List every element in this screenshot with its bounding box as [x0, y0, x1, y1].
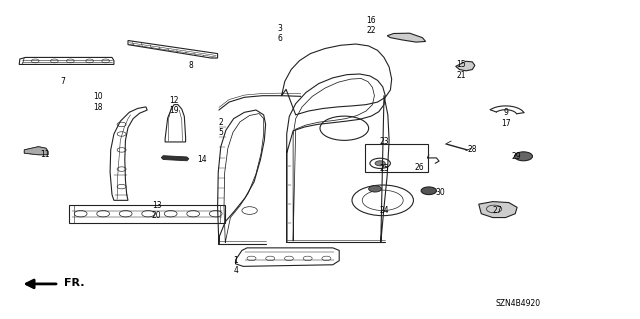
Text: 8: 8 [188, 61, 193, 70]
Text: 28: 28 [467, 145, 477, 154]
Text: 11: 11 [40, 150, 49, 159]
Circle shape [515, 152, 532, 161]
Text: 7: 7 [60, 77, 65, 86]
Text: 25: 25 [379, 164, 389, 173]
Polygon shape [456, 61, 475, 71]
Circle shape [421, 187, 436, 195]
Text: 14: 14 [197, 155, 207, 164]
Text: 13
20: 13 20 [152, 201, 162, 220]
Text: 29: 29 [512, 152, 522, 161]
Polygon shape [24, 147, 48, 155]
Text: 15
21: 15 21 [456, 61, 466, 80]
Circle shape [369, 186, 381, 192]
Text: 16
22: 16 22 [366, 16, 376, 35]
Text: 30: 30 [435, 189, 445, 197]
Text: 9
17: 9 17 [500, 108, 511, 128]
Text: 23: 23 [379, 137, 389, 146]
Text: SZN4B4920: SZN4B4920 [496, 299, 541, 308]
Polygon shape [387, 33, 426, 42]
Text: 1
4: 1 4 [234, 256, 239, 275]
Text: 2
5: 2 5 [218, 118, 223, 137]
Circle shape [375, 161, 385, 166]
Text: 12
19: 12 19 [169, 96, 179, 115]
Text: 27: 27 [493, 206, 502, 215]
Text: FR.: FR. [64, 278, 84, 288]
Text: 3
6: 3 6 [278, 24, 283, 43]
Polygon shape [479, 202, 517, 218]
Polygon shape [161, 156, 189, 161]
Text: 24: 24 [379, 206, 389, 215]
Text: 10
18: 10 18 [93, 93, 102, 112]
Text: 26: 26 [415, 163, 424, 172]
